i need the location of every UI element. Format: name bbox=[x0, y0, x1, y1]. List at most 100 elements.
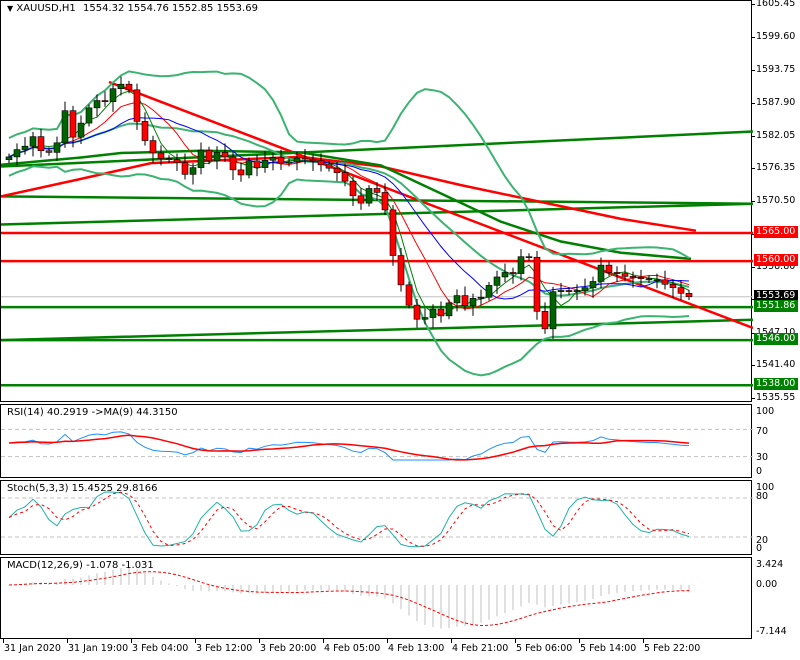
candle bbox=[517, 256, 525, 274]
candle bbox=[685, 293, 693, 297]
candle bbox=[157, 152, 165, 159]
price-axis: 1605.45 1599.60 1593.75 1587.90 1582.05 1576.… bbox=[752, 0, 800, 403]
price-tick: 1587.90 bbox=[756, 96, 796, 108]
candle bbox=[453, 295, 461, 304]
candle bbox=[37, 136, 45, 152]
candle bbox=[349, 180, 357, 197]
candle bbox=[117, 83, 125, 90]
candle bbox=[493, 276, 501, 286]
price-tick: 1535.55 bbox=[756, 392, 796, 403]
candle bbox=[13, 149, 21, 158]
triangle-down-icon[interactable]: ▼ bbox=[7, 4, 14, 13]
candle bbox=[45, 150, 53, 153]
time-tick bbox=[195, 638, 196, 643]
rsi-panel[interactable]: RSI(14) 40.2919 ->MA(9) 44.3150 bbox=[0, 404, 753, 478]
ohlc-label: 1554.32 1554.76 1552.85 1553.69 bbox=[82, 3, 258, 14]
macd-panel[interactable]: MACD(12,26,9) -1.078 -1.031 bbox=[0, 557, 752, 639]
candle bbox=[341, 172, 349, 182]
candle bbox=[365, 188, 373, 204]
candle bbox=[413, 304, 421, 320]
candle bbox=[589, 281, 597, 288]
price-level-tag: 1560.00 bbox=[754, 254, 798, 267]
price-chart-canvas bbox=[1, 70, 753, 387]
price-tick: 1605.45 bbox=[756, 0, 796, 9]
candle bbox=[661, 279, 669, 285]
candle bbox=[301, 157, 309, 160]
time-label: 4 Feb 05:00 bbox=[324, 643, 381, 654]
time-label: 4 Feb 13:00 bbox=[388, 643, 445, 654]
time-label: 3 Feb 04:00 bbox=[132, 643, 189, 654]
candle bbox=[213, 152, 221, 162]
candle bbox=[245, 160, 253, 176]
rsi-title: RSI(14) 40.2919 ->MA(9) 44.3150 bbox=[7, 407, 178, 418]
time-label: 4 Feb 21:00 bbox=[452, 643, 509, 654]
candle bbox=[109, 88, 117, 102]
candle bbox=[373, 188, 381, 193]
candle bbox=[461, 295, 469, 307]
candle bbox=[445, 302, 453, 317]
candle bbox=[69, 110, 77, 138]
price-chart-panel[interactable]: ▼ XAUUSD,H1 1554.32 1554.76 1552.85 1553… bbox=[0, 0, 753, 402]
time-tick bbox=[515, 638, 516, 643]
stochastic-axis: 100 80 20 0 bbox=[752, 480, 800, 555]
macd-title: MACD(12,26,9) -1.078 -1.031 bbox=[7, 560, 154, 571]
candle bbox=[437, 308, 445, 317]
candle bbox=[173, 159, 181, 163]
candle bbox=[29, 136, 37, 147]
candle bbox=[181, 162, 189, 175]
price-level-tag: 1538.00 bbox=[754, 378, 798, 391]
time-label: 3 Feb 20:00 bbox=[260, 643, 317, 654]
rsi-tick: 0 bbox=[756, 466, 763, 477]
candle bbox=[61, 110, 69, 144]
candle bbox=[525, 256, 533, 258]
candle bbox=[573, 290, 581, 292]
candle bbox=[541, 311, 549, 330]
candle bbox=[93, 100, 101, 109]
candle bbox=[261, 159, 269, 168]
price-tick: 1541.40 bbox=[756, 359, 796, 371]
macd-tick: 0.00 bbox=[756, 579, 778, 590]
time-tick bbox=[387, 638, 388, 643]
time-tick bbox=[131, 638, 132, 643]
candle bbox=[285, 161, 293, 164]
candle bbox=[5, 156, 13, 161]
candle bbox=[101, 100, 109, 102]
candle bbox=[501, 272, 509, 278]
macd-tick: 3.424 bbox=[756, 559, 784, 570]
candle bbox=[429, 308, 437, 318]
time-label: 5 Feb 14:00 bbox=[580, 643, 637, 654]
candle bbox=[645, 278, 653, 281]
price-level-tag: 1551.86 bbox=[754, 300, 798, 313]
candle bbox=[549, 291, 557, 330]
rsi-tick: 30 bbox=[756, 452, 769, 463]
candle bbox=[509, 272, 517, 274]
time-tick bbox=[323, 638, 324, 643]
candle bbox=[405, 284, 413, 306]
time-tick bbox=[3, 638, 4, 643]
candle bbox=[357, 195, 365, 204]
candle bbox=[653, 279, 661, 282]
candle bbox=[333, 167, 341, 173]
candle bbox=[189, 167, 197, 175]
candle bbox=[141, 121, 149, 141]
price-tick: 1599.60 bbox=[756, 30, 796, 42]
price-tick: 1547.10 bbox=[756, 327, 795, 338]
price-level-tag: 1565.00 bbox=[754, 226, 798, 238]
candle bbox=[221, 152, 229, 158]
price-level-tag: 1553.69 bbox=[754, 289, 798, 302]
candle bbox=[269, 157, 277, 161]
stochastic-panel[interactable]: Stoch(5,3,3) 15.4525 29.8166 bbox=[0, 480, 753, 555]
stoch-tick: 80 bbox=[756, 491, 769, 502]
candle bbox=[621, 273, 629, 277]
candle bbox=[53, 142, 61, 153]
candle bbox=[125, 83, 133, 91]
candle bbox=[149, 140, 157, 154]
price-tick: 1558.80 bbox=[756, 260, 796, 272]
rsi-axis: 100 70 30 0 bbox=[752, 404, 800, 478]
candle bbox=[277, 157, 285, 164]
macd-canvas bbox=[8, 567, 690, 629]
time-tick bbox=[579, 638, 580, 643]
candle bbox=[229, 156, 237, 171]
candle bbox=[637, 277, 645, 279]
candle bbox=[381, 192, 389, 211]
